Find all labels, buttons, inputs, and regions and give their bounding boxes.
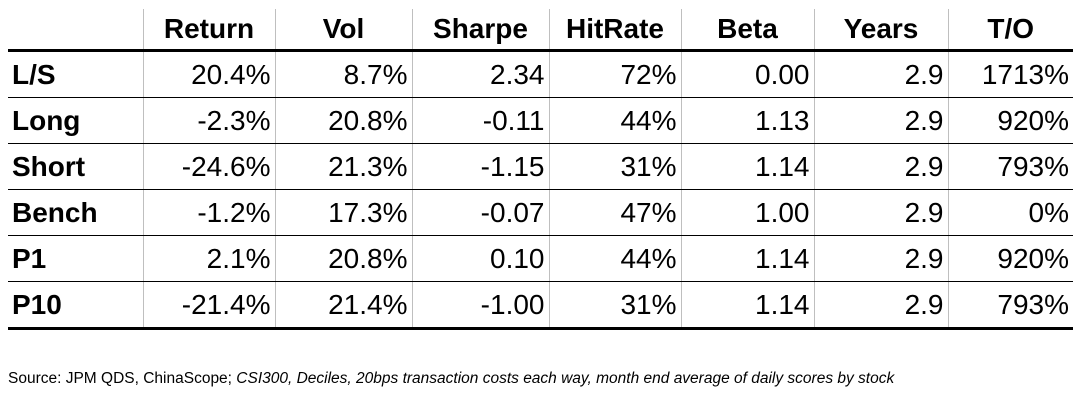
cell-years: 2.9 <box>813 189 948 236</box>
cell-beta: 0.00 <box>680 50 814 98</box>
row-label: Long <box>8 97 143 144</box>
cell-vol: 8.7% <box>274 50 412 98</box>
cell-years: 2.9 <box>813 97 948 144</box>
source-note-italic: CSI300, Deciles, 20bps transaction costs… <box>236 370 895 387</box>
cell-years: 2.9 <box>813 235 948 282</box>
cell-sharpe: -1.00 <box>411 281 549 330</box>
cell-return: 2.1% <box>142 235 275 282</box>
source-note-plain: Source: JPM QDS, ChinaScope; <box>8 370 237 387</box>
header-turnover: T/O <box>947 9 1073 52</box>
table-row: P1 2.1% 20.8% 0.10 44% 1.14 2.9 920% <box>8 235 1073 282</box>
cell-sharpe: -1.15 <box>411 143 549 190</box>
performance-table: Return Vol Sharpe HitRate Beta Years T/O… <box>8 9 1073 330</box>
header-return: Return <box>142 9 275 52</box>
table-row: Short -24.6% 21.3% -1.15 31% 1.14 2.9 79… <box>8 143 1073 190</box>
header-sharpe: Sharpe <box>411 9 549 52</box>
table-row: L/S 20.4% 8.7% 2.34 72% 0.00 2.9 1713% <box>8 50 1073 98</box>
cell-years: 2.9 <box>813 143 948 190</box>
cell-hitrate: 31% <box>548 281 681 330</box>
row-label: Short <box>8 143 143 190</box>
cell-return: 20.4% <box>142 50 275 98</box>
cell-sharpe: 2.34 <box>411 50 549 98</box>
cell-hitrate: 44% <box>548 235 681 282</box>
cell-vol: 21.4% <box>274 281 412 330</box>
table-header-row: Return Vol Sharpe HitRate Beta Years T/O <box>8 9 1073 52</box>
cell-beta: 1.14 <box>680 235 814 282</box>
cell-beta: 1.13 <box>680 97 814 144</box>
row-label: L/S <box>8 50 143 98</box>
header-hitrate: HitRate <box>548 9 681 52</box>
header-vol: Vol <box>274 9 412 52</box>
cell-vol: 20.8% <box>274 235 412 282</box>
cell-beta: 1.00 <box>680 189 814 236</box>
row-label: P10 <box>8 281 143 330</box>
cell-vol: 21.3% <box>274 143 412 190</box>
cell-hitrate: 31% <box>548 143 681 190</box>
cell-hitrate: 72% <box>548 50 681 98</box>
cell-hitrate: 47% <box>548 189 681 236</box>
row-label: P1 <box>8 235 143 282</box>
cell-years: 2.9 <box>813 50 948 98</box>
performance-table-container: Return Vol Sharpe HitRate Beta Years T/O… <box>8 9 1073 330</box>
cell-return: -21.4% <box>142 281 275 330</box>
source-note: Source: JPM QDS, ChinaScope; CSI300, Dec… <box>8 370 894 388</box>
table-row: Bench -1.2% 17.3% -0.07 47% 1.00 2.9 0% <box>8 189 1073 236</box>
cell-vol: 20.8% <box>274 97 412 144</box>
header-beta: Beta <box>680 9 814 52</box>
cell-beta: 1.14 <box>680 281 814 330</box>
cell-beta: 1.14 <box>680 143 814 190</box>
cell-sharpe: -0.11 <box>411 97 549 144</box>
cell-turnover: 793% <box>947 281 1073 330</box>
cell-return: -2.3% <box>142 97 275 144</box>
cell-years: 2.9 <box>813 281 948 330</box>
cell-hitrate: 44% <box>548 97 681 144</box>
header-years: Years <box>813 9 948 52</box>
cell-turnover: 1713% <box>947 50 1073 98</box>
cell-turnover: 920% <box>947 235 1073 282</box>
header-corner <box>8 9 143 52</box>
row-label: Bench <box>8 189 143 236</box>
cell-sharpe: 0.10 <box>411 235 549 282</box>
cell-sharpe: -0.07 <box>411 189 549 236</box>
cell-turnover: 920% <box>947 97 1073 144</box>
cell-return: -1.2% <box>142 189 275 236</box>
table-row: Long -2.3% 20.8% -0.11 44% 1.13 2.9 920% <box>8 97 1073 144</box>
table-row: P10 -21.4% 21.4% -1.00 31% 1.14 2.9 793% <box>8 281 1073 330</box>
cell-vol: 17.3% <box>274 189 412 236</box>
cell-turnover: 0% <box>947 189 1073 236</box>
cell-turnover: 793% <box>947 143 1073 190</box>
cell-return: -24.6% <box>142 143 275 190</box>
